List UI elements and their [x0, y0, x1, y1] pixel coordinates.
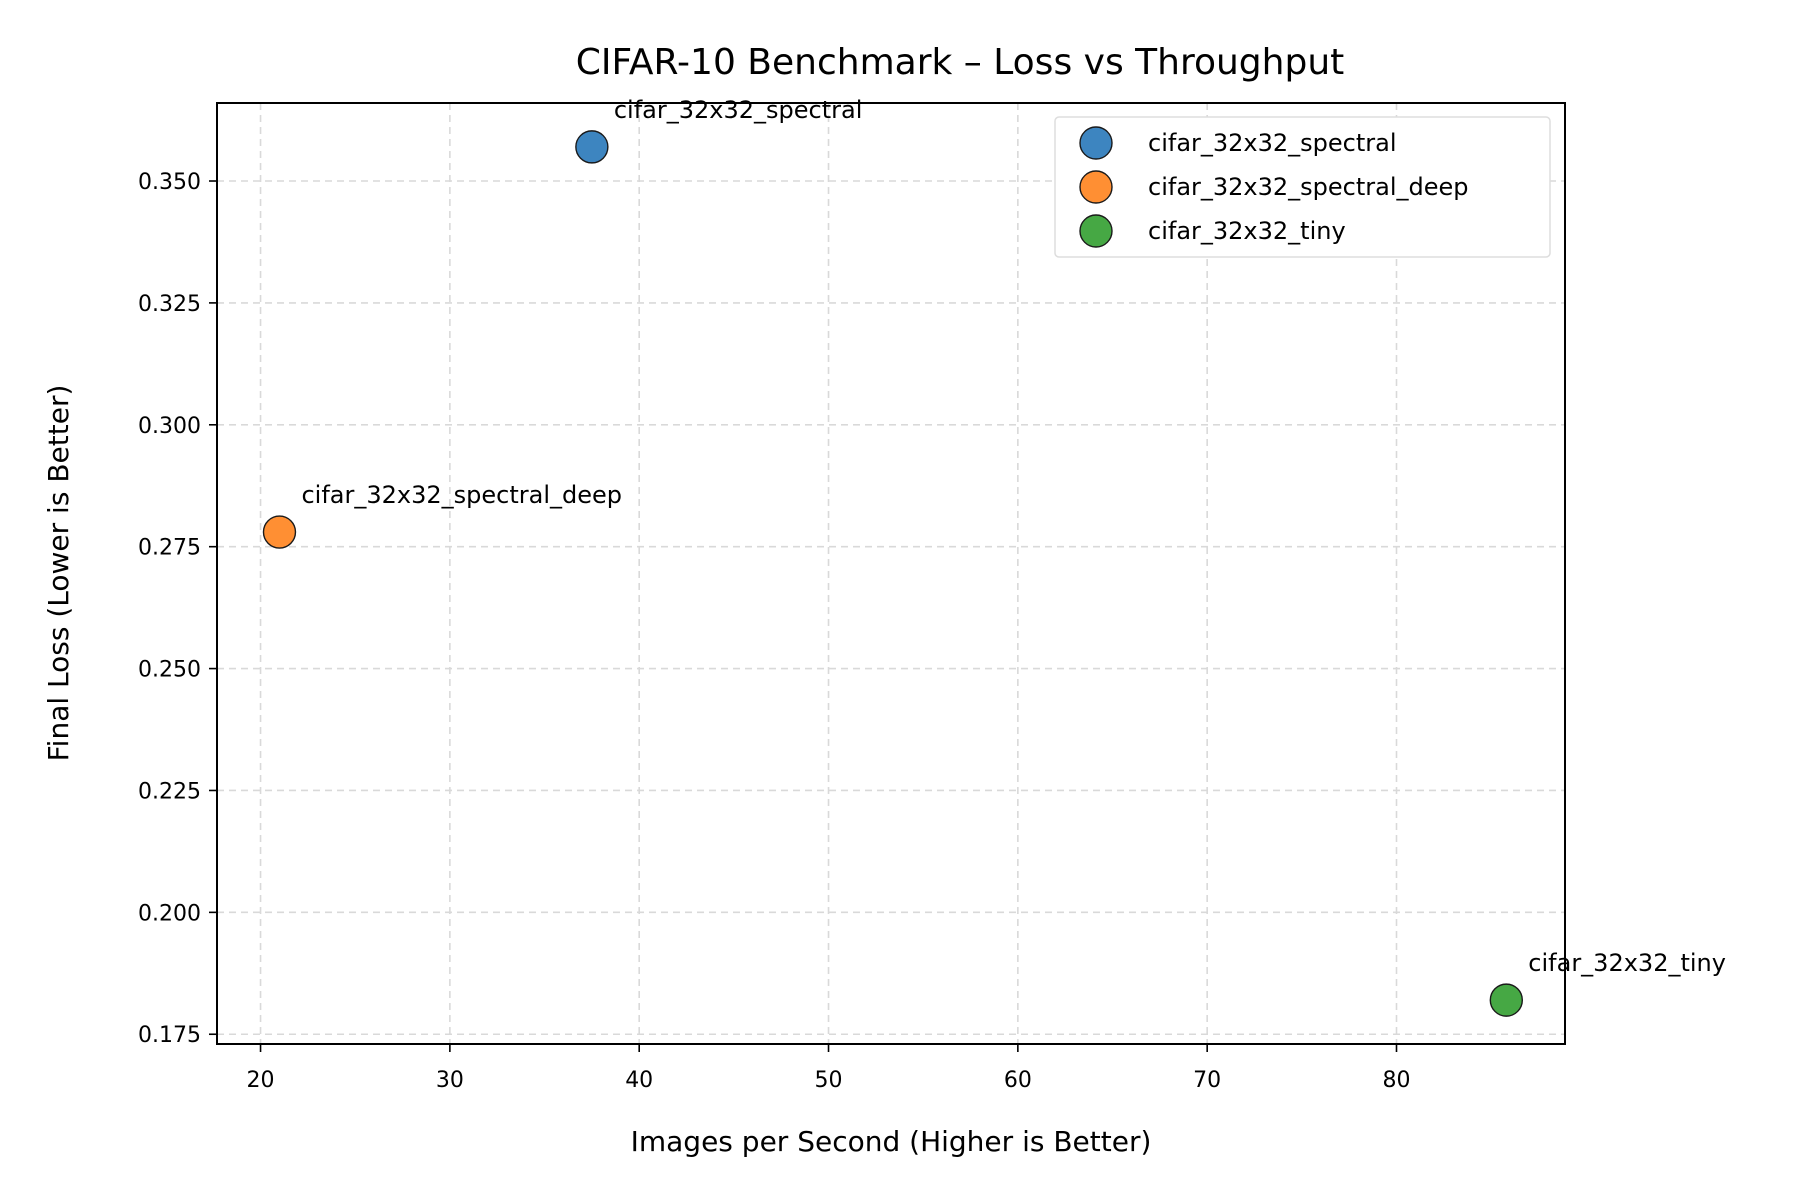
x-tick-label: 20	[247, 1068, 275, 1093]
y-tick-label: 0.225	[138, 779, 201, 804]
scatter-point	[1489, 983, 1524, 1017]
legend-marker	[1079, 214, 1113, 248]
x-tick-label: 30	[436, 1068, 464, 1093]
data-points: cifar_32x32_spectral cifar_32x32_spectral…	[262, 96, 1726, 1017]
legend-entry-label: cifar_32x32_spectral_deep	[1148, 173, 1469, 201]
chart-title: CIFAR-10 Benchmark – Loss vs Throughput	[576, 42, 1345, 83]
x-axis-label: Images per Second (Higher is Better)	[631, 1125, 1152, 1158]
y-tick-label: 0.325	[138, 292, 201, 317]
x-tick-label: 40	[625, 1068, 653, 1093]
legend-entry-label: cifar_32x32_tiny	[1148, 217, 1346, 245]
scatter-point	[575, 130, 609, 164]
y-tick-label: 0.200	[138, 901, 201, 926]
x-tick-label: 50	[815, 1068, 843, 1093]
x-tick-label: 70	[1193, 1068, 1221, 1093]
y-tick-label: 0.275	[138, 536, 201, 561]
legend-marker	[1079, 170, 1113, 204]
axis-ticks: 20 30 40 50 60 70 80 0.175 0.200 0.225 0.250 0.275 0…	[138, 170, 1410, 1093]
point-annotation: cifar_32x32_spectral_deep	[301, 481, 622, 509]
legend: cifar_32x32_spectral cifar_32x32_spectral…	[1054, 116, 1551, 258]
plot-frame	[216, 102, 1566, 1045]
scatter-point	[262, 515, 297, 549]
legend-box	[1054, 116, 1551, 258]
legend-marker	[1079, 126, 1113, 160]
point-annotation: cifar_32x32_spectral	[614, 96, 863, 124]
y-axis-label: Final Loss (Lower is Better)	[42, 385, 75, 762]
grid	[217, 103, 1565, 1044]
y-tick-label: 0.300	[138, 414, 201, 439]
x-tick-label: 80	[1383, 1068, 1411, 1093]
y-tick-label: 0.250	[138, 658, 201, 683]
legend-entry-label: cifar_32x32_spectral	[1148, 129, 1397, 157]
x-tick-label: 60	[1004, 1068, 1032, 1093]
point-annotation: cifar_32x32_tiny	[1528, 949, 1726, 977]
y-tick-label: 0.175	[138, 1023, 201, 1048]
y-tick-label: 0.350	[138, 170, 201, 195]
